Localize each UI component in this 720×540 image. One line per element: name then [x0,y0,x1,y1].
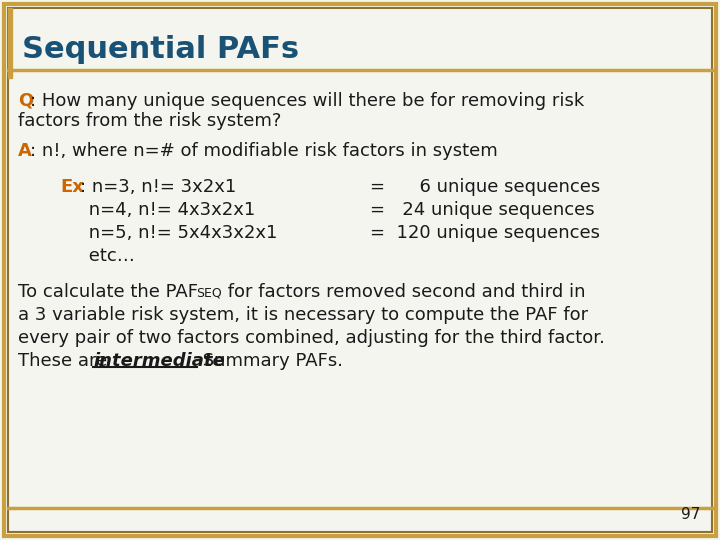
Text: : n!, where n=# of modifiable risk factors in system: : n!, where n=# of modifiable risk facto… [30,142,498,160]
Text: A: A [18,142,32,160]
Text: =   24 unique sequences: = 24 unique sequences [370,201,595,219]
Text: : n=3, n!= 3x2x1: : n=3, n!= 3x2x1 [80,178,236,196]
Text: : How many unique sequences will there be for removing risk: : How many unique sequences will there b… [30,92,584,110]
Text: every pair of two factors combined, adjusting for the third factor.: every pair of two factors combined, adju… [18,329,605,347]
Text: intermediate: intermediate [93,352,225,370]
Text: =  120 unique sequences: = 120 unique sequences [370,224,600,242]
Text: n=4, n!= 4x3x2x1: n=4, n!= 4x3x2x1 [60,201,256,219]
Text: a 3 variable risk system, it is necessary to compute the PAF for: a 3 variable risk system, it is necessar… [18,306,588,324]
Text: n=5, n!= 5x4x3x2x1: n=5, n!= 5x4x3x2x1 [60,224,277,242]
Text: for factors removed second and third in: for factors removed second and third in [222,283,585,301]
Text: Summary PAFs.: Summary PAFs. [197,352,343,370]
Text: etc…: etc… [60,247,135,265]
Text: These are: These are [18,352,113,370]
Text: Ex: Ex [60,178,84,196]
Text: Sequential PAFs: Sequential PAFs [22,36,299,64]
Text: Q: Q [18,92,33,110]
Bar [8,8,12,78]
Text: =      6 unique sequences: = 6 unique sequences [370,178,600,196]
Text: SEQ: SEQ [196,287,222,300]
Text: factors from the risk system?: factors from the risk system? [18,112,282,130]
FancyBboxPatch shape [4,4,716,536]
Text: To calculate the PAF: To calculate the PAF [18,283,198,301]
Text: 97: 97 [680,507,700,522]
